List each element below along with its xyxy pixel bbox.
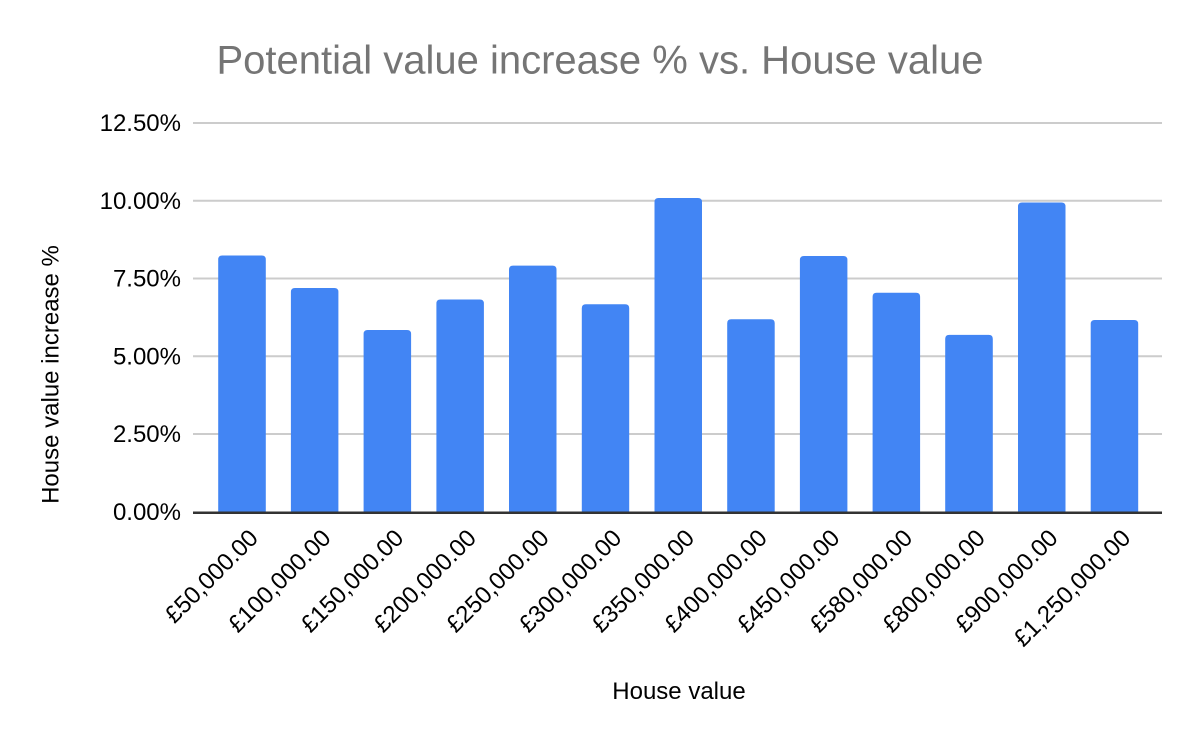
svg-text:7.50%: 7.50% xyxy=(113,266,181,293)
svg-text:House value: House value xyxy=(612,678,745,705)
svg-text:10.00%: 10.00% xyxy=(100,188,181,215)
svg-text:House value increase %: House value increase % xyxy=(38,245,65,504)
svg-text:5.00%: 5.00% xyxy=(113,343,181,370)
svg-text:12.50%: 12.50% xyxy=(100,110,181,137)
svg-text:2.50%: 2.50% xyxy=(113,421,181,448)
svg-text:0.00%: 0.00% xyxy=(113,499,181,526)
svg-text:Potential value increase % vs.: Potential value increase % vs. House val… xyxy=(216,39,983,83)
